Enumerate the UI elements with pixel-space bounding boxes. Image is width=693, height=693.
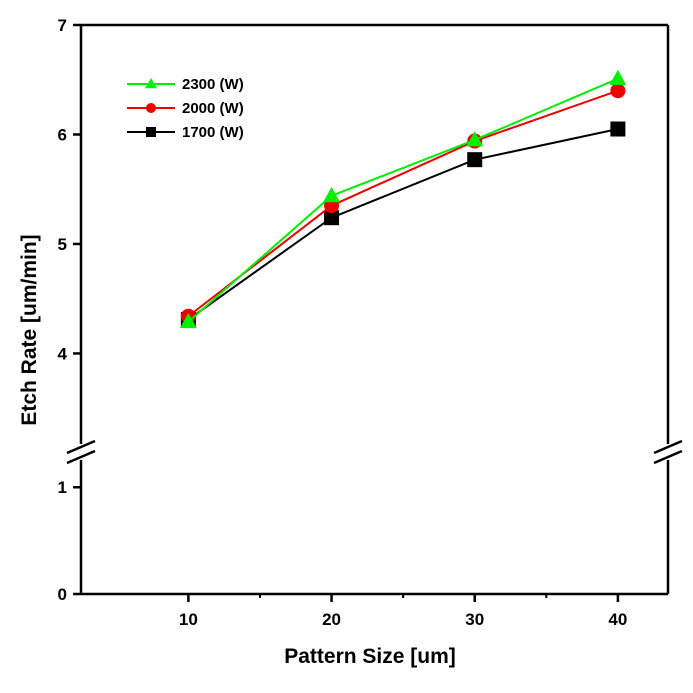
- legend-marker: [146, 103, 156, 113]
- y-axis-break: [66, 439, 683, 465]
- data-point: [466, 131, 484, 147]
- axis-break-mark: [66, 439, 96, 455]
- y-axis-title: Etch Rate [um/min]: [18, 234, 41, 425]
- series-line: [187, 77, 619, 323]
- data-point: [467, 152, 483, 168]
- axis-break-mark: [66, 449, 96, 465]
- series-layer: [179, 69, 627, 329]
- legend-label: 2300 (W): [182, 76, 244, 93]
- x-tick-label: 30: [465, 610, 484, 629]
- legend-label: 2000 (W): [182, 100, 244, 117]
- y-tick-label: 5: [58, 235, 67, 254]
- y-tick-label: 4: [58, 344, 68, 363]
- x-axis-title: Pattern Size [um]: [284, 645, 456, 668]
- series-1700: [180, 121, 626, 328]
- plot-frame: [79, 23, 670, 596]
- x-tick-label: 40: [608, 610, 627, 629]
- series-line: [187, 89, 619, 318]
- legend: 2300 (W) 2000 (W) 1700 (W): [127, 76, 244, 141]
- x-tick-label: 10: [179, 610, 198, 629]
- data-point: [324, 210, 340, 226]
- x-tick-label: 20: [322, 610, 341, 629]
- data-point: [610, 83, 626, 99]
- data-point: [179, 312, 197, 329]
- y-tick-label: 6: [58, 125, 67, 144]
- axis-break-mark: [653, 449, 683, 465]
- tick-labels: 10 20 30 40 4 5 6 7 0 1: [58, 16, 628, 629]
- y-tick-label: 1: [58, 478, 67, 497]
- legend-marker: [145, 78, 157, 89]
- y-tick-label: 0: [58, 585, 67, 604]
- data-point: [323, 186, 341, 203]
- data-point: [610, 121, 626, 137]
- series-line: [187, 128, 619, 321]
- axis-ticks: [73, 23, 620, 602]
- series-2000: [180, 83, 626, 324]
- legend-entry: 1700 (W): [127, 124, 244, 141]
- legend-marker: [146, 127, 156, 137]
- y-tick-label: 7: [58, 16, 67, 35]
- legend-label: 1700 (W): [182, 124, 244, 141]
- axis-break-mark: [653, 439, 683, 455]
- series-2300: [179, 69, 627, 329]
- data-point: [609, 69, 627, 86]
- legend-entry: 2000 (W): [127, 100, 244, 117]
- legend-entry: 2300 (W): [127, 76, 244, 93]
